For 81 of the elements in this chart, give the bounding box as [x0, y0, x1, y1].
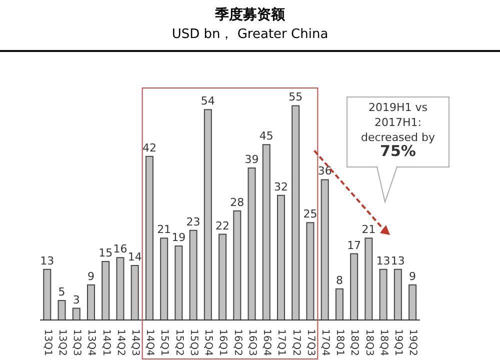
chart-subtitle: USD bn， Greater China: [170, 26, 330, 43]
x-tick-label: 13Q4: [86, 329, 97, 356]
x-tick-label: 19Q2: [407, 329, 418, 356]
bar: [130, 264, 139, 320]
data-label: 5: [58, 286, 66, 299]
bar: [277, 194, 285, 320]
bar: [102, 261, 110, 320]
data-label: 9: [409, 270, 416, 283]
data-label: 22: [216, 219, 230, 232]
bar: [58, 300, 66, 320]
data-label: 9: [88, 270, 94, 283]
data-label: 8: [336, 274, 343, 287]
bar: [233, 210, 242, 320]
x-tick-label: 13Q3: [71, 329, 82, 356]
data-label: 45: [259, 130, 274, 143]
data-label: 28: [230, 196, 244, 209]
data-label: 17: [347, 238, 362, 252]
bar: [320, 179, 329, 320]
chart-title: 季度募资额: [214, 6, 286, 24]
bar: [218, 234, 227, 320]
data-label: 25: [303, 208, 318, 221]
bar: [116, 257, 124, 320]
x-tick-label: 16Q4: [261, 329, 272, 356]
bar: [262, 144, 270, 320]
x-tick-label: 15Q3: [188, 329, 199, 356]
annotation: 2019H1 vs 2017H1: decreased by 75%: [360, 101, 436, 160]
data-label: 32: [274, 180, 288, 194]
data-label: 16: [113, 242, 128, 256]
bar: [379, 268, 388, 320]
x-tick-label: 18Q3: [363, 329, 374, 356]
bar: [364, 238, 373, 320]
data-label: 39: [244, 153, 259, 166]
x-tick-label: 17Q1: [276, 329, 287, 356]
x-tick-label: 16Q2: [232, 329, 243, 356]
x-tick-label: 15Q2: [173, 329, 184, 356]
data-label: 23: [186, 215, 200, 228]
x-tick-label: 17Q4: [320, 329, 330, 356]
x-tick-label: 19Q1: [392, 329, 404, 356]
data-label: 3: [72, 293, 80, 306]
x-tick-label: 15Q1: [158, 329, 170, 356]
data-label: 55: [288, 90, 303, 104]
x-tick-label: 17Q3: [304, 329, 316, 356]
data-label: 13: [376, 254, 390, 268]
bar: [350, 253, 358, 320]
x-tick-label: 18Q4: [378, 329, 389, 356]
x-tick-label: 17Q2: [290, 329, 302, 356]
bar: [394, 268, 402, 320]
x-tick-label: 15Q4: [202, 329, 214, 356]
bar: [248, 168, 256, 320]
x-tick-label: 13Q2: [56, 329, 68, 356]
bar: [306, 222, 314, 320]
data-label: 19: [172, 230, 186, 244]
data-label: 13: [390, 254, 405, 268]
data-label: 36: [318, 164, 332, 178]
data-label: 14: [128, 250, 142, 264]
bar: [335, 288, 344, 320]
x-tick-label: 14Q2: [114, 329, 126, 356]
bar: [408, 284, 417, 320]
bar: [43, 268, 52, 320]
x-tick-label: 14Q3: [130, 329, 140, 356]
data-label: 21: [157, 223, 172, 236]
bar: [87, 284, 95, 320]
x-tick-label: 14Q4: [144, 329, 156, 356]
x-tick-label: 13Q1: [42, 329, 53, 356]
x-tick-label: 16Q3: [246, 329, 258, 356]
x-tick-label: 14Q1: [100, 329, 112, 356]
x-tick-label: 18Q1: [334, 329, 346, 356]
x-tick-label: 16Q1: [217, 329, 228, 356]
data-label: 21: [362, 223, 376, 236]
data-label: 54: [200, 94, 215, 108]
bar: [72, 308, 80, 320]
bar: [145, 156, 154, 320]
bar: [174, 245, 183, 320]
x-tick-label: 18Q2: [348, 329, 360, 356]
bar: [204, 109, 212, 320]
bar: [160, 238, 168, 320]
bar: [189, 230, 198, 320]
bar: [292, 105, 300, 320]
data-label: 42: [142, 141, 156, 154]
data-label: 13: [40, 254, 54, 268]
data-label: 15: [98, 246, 113, 260]
